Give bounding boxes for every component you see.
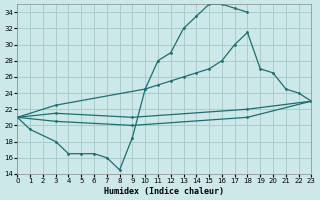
X-axis label: Humidex (Indice chaleur): Humidex (Indice chaleur) [104,187,224,196]
